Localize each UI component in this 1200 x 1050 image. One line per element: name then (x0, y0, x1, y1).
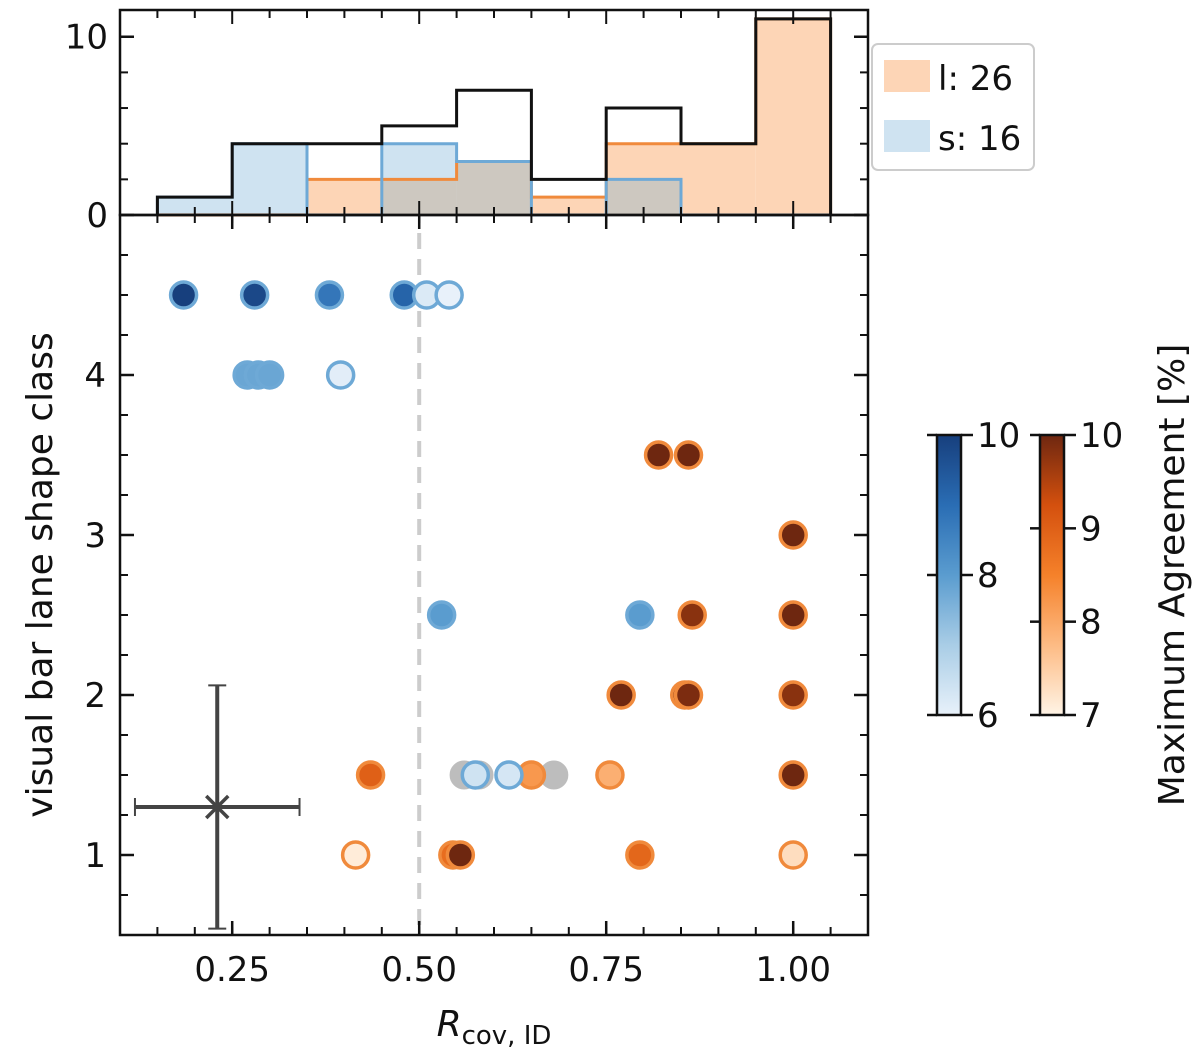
histogram-bars (155, 17, 833, 217)
colorbar-blue-ticks: 6 8 10 (927, 416, 1020, 736)
colorbar-tick-label: 7 (1080, 696, 1102, 736)
scatter-y-tick-label: 1 (84, 836, 106, 876)
histogram-panel: 0 10 l: 26 s: 16 (65, 8, 1035, 236)
y-axis-title: visual bar lane shape class (20, 332, 61, 817)
histogram-bar-l (755, 18, 831, 216)
colorbar-tick-label: 10 (977, 416, 1020, 456)
scatter-point-orange (595, 760, 625, 790)
scatter-point-blue (239, 280, 270, 310)
histogram-bar-l (531, 197, 607, 215)
scatter-point-orange (778, 760, 808, 790)
scatter-x-tick-label: 0.50 (381, 950, 457, 990)
scatter-panel: 0.25 0.50 0.75 1.00 1 2 3 4 visual bar lane sha… (20, 213, 870, 1050)
legend-swatch-l (884, 60, 930, 92)
scatter-x-tick-label: 0.25 (194, 950, 270, 990)
histogram-bar-s (157, 197, 233, 215)
scatter-point-orange (445, 840, 476, 870)
x-axis-title-main: R (437, 1004, 462, 1045)
histogram-bar-overlap (456, 161, 532, 215)
scatter-y-tick-label: 4 (84, 356, 106, 396)
histogram-y-tick-label: 0 (86, 196, 108, 236)
colorbar-orange-ticks: 7 8 9 10 (1030, 416, 1123, 736)
scatter-point-orange (778, 600, 808, 630)
histogram-y-tick-label: 10 (65, 18, 108, 58)
scatter-x-tick-label: 1.00 (755, 950, 831, 990)
colorbars: 6 8 10 7 8 9 10 Maximum Agreement [%] (927, 344, 1193, 807)
scatter-point-orange (677, 600, 707, 630)
scatter-point-blue (254, 360, 285, 390)
error-center-x (205, 794, 230, 820)
legend: l: 26 s: 16 (871, 43, 1035, 171)
scatter-ticks: 0.25 0.50 0.75 1.00 1 2 3 4 (84, 214, 868, 990)
scatter-point-orange (643, 440, 674, 470)
x-axis-title: Rcov, ID (437, 1004, 552, 1050)
error-marker (133, 684, 301, 930)
legend-label-s: s: 16 (938, 119, 1021, 159)
colorbar-tick-label: 9 (1080, 509, 1102, 549)
scatter-point-orange (673, 440, 704, 470)
scatter-point-blue (460, 760, 491, 790)
scatter-point-orange (778, 840, 808, 870)
colorbar-blue (935, 433, 963, 717)
scatter-point-orange (673, 680, 704, 710)
x-axis-title-sub: cov, ID (462, 1021, 552, 1050)
scatter-point-orange (778, 520, 808, 550)
scatter-point-orange (355, 760, 386, 790)
scatter-point-blue (625, 600, 655, 630)
scatter-point-orange (625, 840, 655, 870)
scatter-frame (118, 213, 870, 937)
scatter-point-blue (314, 280, 345, 310)
scatter-point-orange (606, 680, 636, 710)
scatter-point-blue (434, 280, 464, 310)
histogram-bar-s (232, 143, 307, 215)
scatter-points (168, 280, 808, 870)
scatter-point-orange (340, 840, 371, 870)
scatter-y-tick-label: 2 (84, 676, 106, 716)
scatter-point-blue (426, 600, 457, 630)
colorbar-title: Maximum Agreement [%] (1152, 344, 1193, 807)
colorbar-tick-label: 6 (977, 696, 999, 736)
legend-label-l: l: 26 (938, 59, 1013, 99)
scatter-y-tick-label: 3 (84, 516, 106, 556)
scatter-x-tick-label: 0.75 (568, 950, 644, 990)
histogram-bar-l (681, 143, 756, 215)
legend-swatch-s (884, 120, 930, 152)
scatter-point-blue (494, 760, 524, 790)
histogram-total-outline (155, 17, 833, 215)
scatter-point-orange (778, 680, 808, 710)
scatter-point-blue (168, 280, 199, 310)
colorbar-tick-label: 10 (1080, 416, 1123, 456)
colorbar-orange (1038, 433, 1066, 717)
scatter-point-blue (325, 360, 356, 390)
colorbar-tick-label: 8 (977, 556, 999, 596)
colorbar-tick-label: 8 (1080, 603, 1102, 643)
